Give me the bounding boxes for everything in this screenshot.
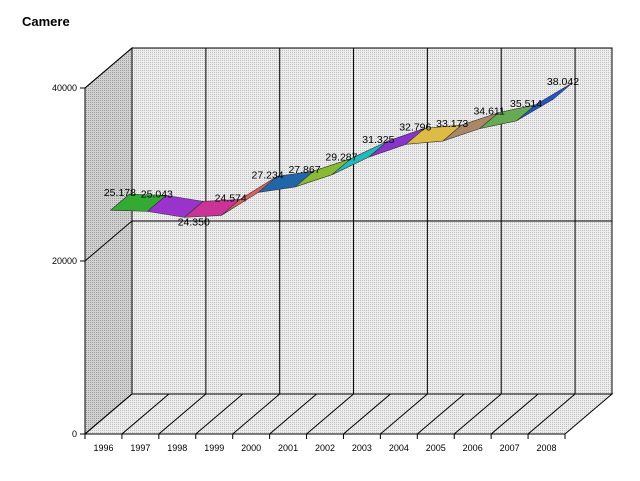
x-tick-label: 2000 [241,443,261,453]
x-tick-label: 1997 [130,443,150,453]
grid-line-side [84,393,133,435]
data-label: 25.178 [104,187,136,199]
x-tick-label: 2001 [278,443,298,453]
series-segment [516,82,573,122]
floor-line [121,393,170,435]
y-tick-label: 40000 [52,83,77,93]
grid-line-side [84,220,133,262]
x-tick-label: 2008 [537,443,557,453]
data-label: 38.042 [547,76,579,88]
axes: 0 20000 40000 1996 1997 1998 1999 2000 2001 2002 2… [52,83,566,453]
floor-line [343,393,391,435]
x-tick-label: 2005 [426,443,446,453]
x-tick-label: 2004 [389,443,409,453]
floor-line [232,393,281,435]
y-tick-label: 0 [72,429,77,439]
data-label: 25.043 [141,188,173,200]
data-series [110,82,573,218]
data-label: 29.287 [325,152,357,164]
grid-line-side [84,47,133,89]
x-tick-label: 2007 [500,443,520,453]
x-tick-label: 1999 [204,443,224,453]
data-label: 24.574 [215,192,247,204]
floor [83,393,614,435]
x-tick-label: 1996 [93,443,113,453]
data-label: 35.514 [510,98,542,110]
x-tick-label: 1998 [167,443,187,453]
floor-line [490,393,539,435]
floor-line [195,393,244,435]
floor-line [158,393,207,435]
data-label: 27.867 [288,164,320,176]
floor-line [269,393,317,435]
data-label: 32.796 [399,121,431,133]
grid-lines [84,47,612,435]
y-tick-label: 20000 [52,256,77,266]
data-label: 24.350 [178,216,210,228]
x-tick-label: 2003 [352,443,372,453]
chart-title: Camere [22,14,70,29]
data-label: 33.173 [436,118,468,130]
data-label: 27.234 [252,169,284,181]
floor-line [416,393,465,435]
x-tick-label: 2006 [463,443,483,453]
x-tick-label: 2002 [315,443,335,453]
data-label: 31.325 [362,134,394,146]
floor-line [453,393,502,435]
floor-line [306,393,354,435]
floor-line [527,393,576,435]
data-labels: 25.178 25.043 24.350 24.574 27.234 27.867 29.2… [104,76,579,228]
floor-line [380,393,428,435]
data-label: 34.611 [473,106,504,118]
